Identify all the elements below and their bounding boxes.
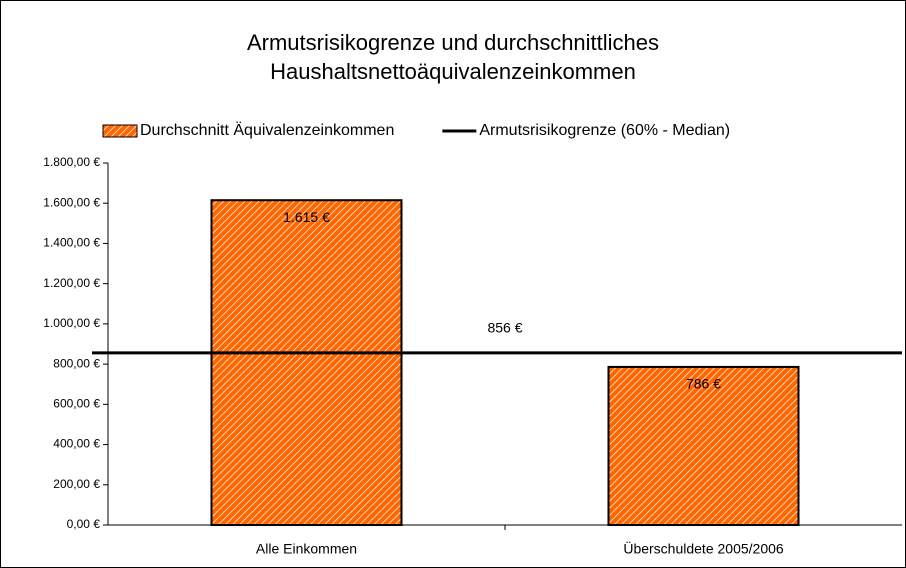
bar <box>210 199 403 526</box>
bar <box>607 365 800 526</box>
x-tick-label: Überschuldete 2005/2006 <box>623 540 784 557</box>
legend-label: Durchschnitt Äquivalenzeinkommen <box>140 121 394 139</box>
y-tick-label: 1.400,00 € <box>43 236 100 250</box>
x-tick-label: Alle Einkommen <box>256 541 357 557</box>
data-label: 1.615 € <box>283 209 330 225</box>
legend-label: Armutsrisikogrenze (60% - Median) <box>479 122 730 139</box>
y-tick-label: 200,00 € <box>53 477 100 491</box>
legend-swatch <box>102 124 138 138</box>
y-tick-label: 1.800,00 € <box>43 155 100 169</box>
data-label: 856 € <box>487 320 522 336</box>
y-tick-label: 0,00 € <box>67 517 101 531</box>
y-tick-label: 1.200,00 € <box>43 276 100 290</box>
data-label: 786 € <box>686 376 721 392</box>
y-tick-label: 600,00 € <box>53 397 100 411</box>
y-tick-label: 800,00 € <box>53 356 100 370</box>
y-tick-label: 400,00 € <box>53 437 100 451</box>
y-tick-label: 1.600,00 € <box>43 195 100 209</box>
y-tick-label: 1.000,00 € <box>43 316 100 330</box>
chart-title: Armutsrisikogrenze und durchschnittliche… <box>246 30 660 84</box>
